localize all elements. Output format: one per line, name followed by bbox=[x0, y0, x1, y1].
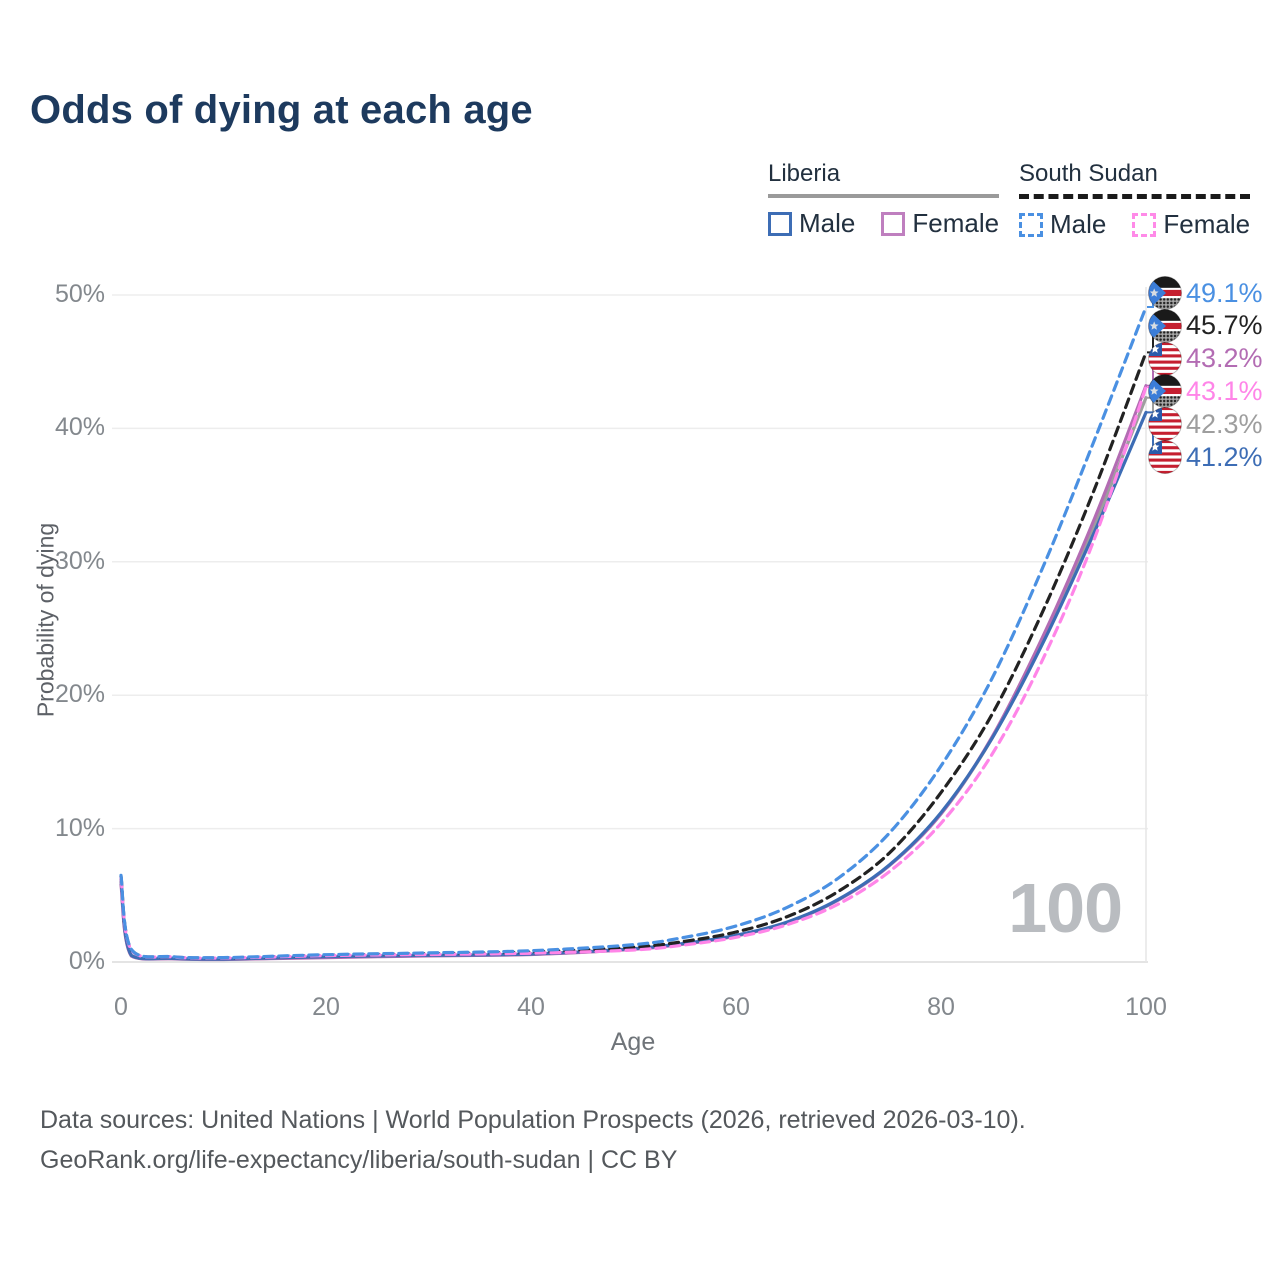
page-title: Odds of dying at each age bbox=[30, 88, 533, 132]
end-label-value: 49.1% bbox=[1186, 277, 1263, 308]
south-sudan-flag-icon bbox=[1148, 276, 1182, 310]
end-label-value: 41.2% bbox=[1186, 441, 1263, 472]
data-sources-text: Data sources: United Nations | World Pop… bbox=[40, 1106, 1026, 1134]
legend-item-south-sudan-male[interactable]: Male bbox=[1019, 209, 1106, 240]
liberia-flag-icon bbox=[1148, 341, 1182, 376]
legend-item-liberia-female[interactable]: Female bbox=[881, 208, 999, 239]
end-label-value: 43.2% bbox=[1186, 343, 1263, 374]
x-tick-label: 80 bbox=[927, 993, 955, 1021]
series-line-south-sudan-both-sexes bbox=[119, 350, 1148, 960]
liberia-flag-icon bbox=[1148, 407, 1182, 442]
end-label-value: 43.1% bbox=[1186, 375, 1263, 406]
south-sudan-flag-icon bbox=[1148, 308, 1182, 343]
solid-swatch-icon bbox=[768, 211, 792, 236]
series-line-south-sudan-male bbox=[119, 305, 1148, 960]
end-label-liberia-female: 43.2% bbox=[1148, 341, 1263, 376]
legend-item-liberia-male[interactable]: Male bbox=[768, 208, 855, 239]
legend-items-liberia: Male Female bbox=[768, 208, 999, 239]
end-label-liberia-male: 41.2% bbox=[1148, 440, 1263, 474]
legend-item-label: Male bbox=[1050, 209, 1107, 239]
end-label-south-sudan-both-sexes: 45.7% bbox=[1148, 308, 1263, 343]
legend-item-south-sudan-female[interactable]: Female bbox=[1132, 209, 1250, 240]
age-watermark: 100 bbox=[1008, 869, 1123, 947]
end-label-south-sudan-male: 49.1% bbox=[1148, 276, 1263, 310]
legend-country-liberia: Liberia bbox=[768, 160, 841, 187]
y-tick-label: 30% bbox=[54, 546, 105, 575]
y-tick-label: 50% bbox=[54, 280, 105, 308]
end-label-value: 45.7% bbox=[1186, 310, 1263, 341]
legend-item-label: Male bbox=[799, 208, 856, 238]
dashed-swatch-icon bbox=[1132, 212, 1157, 237]
x-tick-label: 60 bbox=[722, 993, 750, 1021]
x-axis-title: Age bbox=[610, 1028, 656, 1056]
y-tick-label: 0% bbox=[68, 947, 105, 975]
south-sudan-flag-icon bbox=[1148, 374, 1182, 409]
y-tick-label: 10% bbox=[54, 813, 105, 842]
solid-swatch-icon bbox=[881, 211, 906, 236]
south-sudan-line-style-key bbox=[1019, 194, 1251, 199]
series-line-south-sudan-female bbox=[119, 385, 1148, 960]
legend-item-label: Female bbox=[912, 208, 1000, 238]
end-label-south-sudan-female: 43.1% bbox=[1148, 374, 1263, 409]
legend-country-south-sudan: South Sudan bbox=[1019, 160, 1158, 187]
end-label-liberia-both-sexes: 42.3% bbox=[1148, 407, 1263, 442]
y-tick-label: 40% bbox=[54, 413, 105, 442]
liberia-line-style-key bbox=[768, 194, 1000, 198]
attribution-text: GeoRank.org/life-expectancy/liberia/sout… bbox=[40, 1146, 678, 1174]
legend-group-liberia: Liberia Male Female bbox=[768, 160, 1000, 239]
legend-group-south-sudan: South Sudan Male Female bbox=[1019, 160, 1251, 240]
y-tick-label: 20% bbox=[54, 680, 105, 709]
x-tick-label: 20 bbox=[312, 993, 340, 1021]
x-tick-label: 100 bbox=[1125, 993, 1167, 1021]
x-tick-label: 40 bbox=[517, 993, 545, 1021]
liberia-flag-icon bbox=[1148, 440, 1182, 474]
dashed-swatch-icon bbox=[1019, 212, 1043, 237]
legend-items-south-sudan: Male Female bbox=[1019, 209, 1250, 240]
legend-item-label: Female bbox=[1163, 209, 1251, 239]
x-tick-label: 0 bbox=[114, 993, 128, 1021]
end-label-value: 42.3% bbox=[1186, 408, 1263, 439]
